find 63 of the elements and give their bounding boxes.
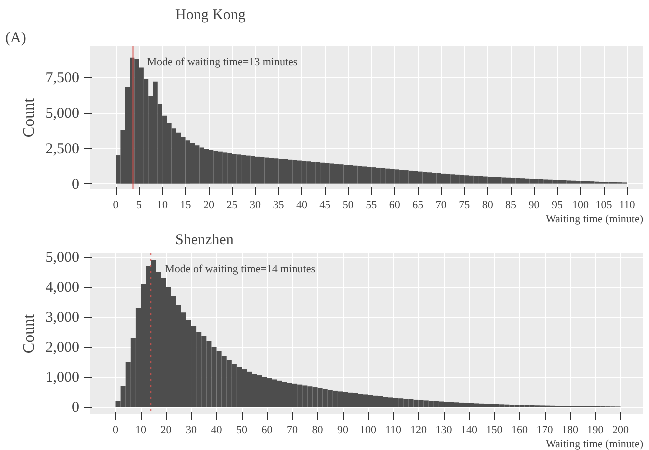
x-tick-label: 30 [250, 200, 262, 212]
x-tick-label: 75 [459, 200, 471, 212]
annotation: Mode of waiting time=14 minutes [165, 264, 316, 276]
x-tick-label: 10 [136, 424, 147, 436]
x-tick-label: 100 [572, 200, 590, 212]
x-tick-label: 80 [312, 424, 324, 436]
x-tick-label: 40 [296, 200, 308, 212]
x-tick-label: 120 [410, 424, 428, 436]
y-axis-title: Count [20, 314, 38, 354]
x-tick-label: 20 [204, 200, 215, 212]
annotation: Mode of waiting time=13 minutes [147, 56, 298, 68]
x-tick-label: 70 [287, 424, 299, 436]
y-tick-label: 2,000 [46, 340, 80, 356]
text: (A) [6, 30, 26, 46]
x-tick-label: 25 [226, 200, 238, 212]
x-tick-label: 130 [436, 424, 453, 436]
y-tick-label: 5,000 [46, 250, 80, 266]
x-tick-label: 60 [262, 424, 274, 436]
x-tick-label: 60 [389, 200, 401, 212]
x-tick-label: 110 [619, 200, 636, 212]
x-tick-label: 150 [486, 424, 504, 436]
x-tick-label: 5 [136, 200, 143, 212]
x-tick-label: 105 [596, 200, 613, 212]
y-tick-label: 1,000 [46, 370, 80, 386]
x-tick-label: 80 [482, 200, 494, 212]
x-tick-label: 90 [338, 424, 350, 436]
x-tick-label: 95 [552, 200, 564, 212]
x-tick-label: 0 [113, 200, 120, 212]
y-tick-label: 0 [72, 176, 80, 193]
x-tick-label: 100 [360, 424, 378, 436]
x-tick-label: 70 [436, 200, 448, 212]
x-tick-label: 90 [528, 200, 540, 212]
x-tick-label: 160 [512, 424, 529, 436]
x-tick-label: 10 [157, 200, 169, 212]
y-tick-label: 0 [72, 400, 80, 416]
x-tick-label: 50 [342, 200, 354, 212]
y-axis-title: Count [20, 98, 38, 138]
y-tick-label: 2,500 [46, 141, 80, 158]
x-tick-label: 35 [273, 200, 285, 212]
x-axis-title: Waiting time (minute) [546, 214, 644, 226]
x-tick-label: 15 [180, 200, 192, 212]
x-tick-label: 140 [461, 424, 478, 436]
x-tick-label: 0 [113, 424, 119, 436]
x-tick-label: 110 [385, 424, 402, 436]
chart-title: Hong Kong [176, 8, 246, 24]
x-tick-label: 45 [320, 200, 332, 212]
x-tick-label: 180 [562, 424, 580, 436]
x-tick-label: 190 [587, 424, 604, 436]
x-tick-label: 170 [536, 424, 554, 436]
x-axis-title: Waiting time (minute) [546, 438, 644, 450]
y-tick-label: 3,000 [46, 310, 80, 326]
x-tick-label: 50 [236, 424, 248, 436]
x-tick-label: 40 [211, 424, 223, 436]
y-tick-label: 7,500 [46, 70, 80, 87]
x-tick-label: 30 [186, 424, 198, 436]
y-tick-label: 4,000 [46, 280, 80, 296]
x-tick-label: 65 [412, 200, 424, 212]
x-tick-label: 200 [612, 424, 630, 436]
chart-title: Shenzhen [176, 232, 234, 248]
y-tick-label: 5,000 [46, 106, 80, 122]
x-tick-label: 20 [160, 424, 172, 436]
x-tick-label: 55 [366, 200, 378, 212]
x-tick-label: 85 [506, 200, 518, 212]
